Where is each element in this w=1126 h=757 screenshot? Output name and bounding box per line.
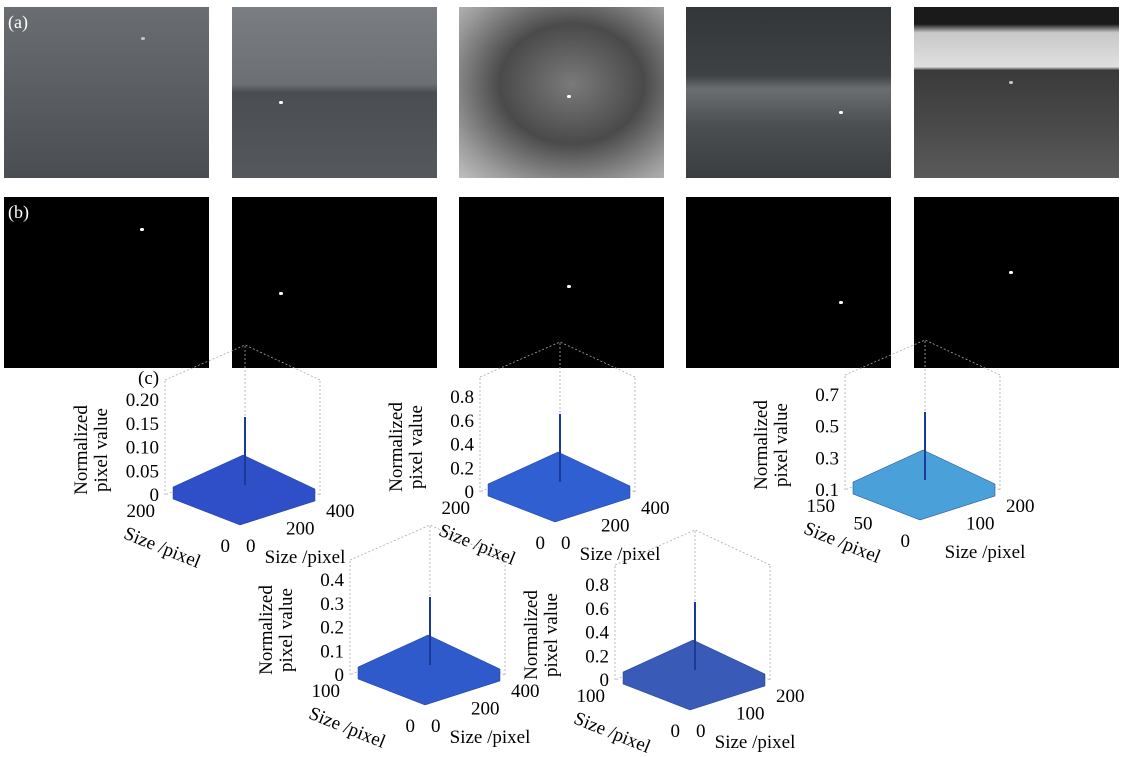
left-tick-label: 0 [221, 536, 231, 557]
z-axis-label: Normalized [386, 402, 407, 492]
z-tick-label: 0.4 [450, 435, 474, 456]
z-tick-label: 0.05 [126, 461, 159, 482]
right-tick-label: 400 [326, 501, 355, 522]
right-tick-label: 0 [246, 536, 256, 557]
left-tick-label: 100 [312, 681, 341, 702]
left-tick-label: 200 [127, 501, 156, 522]
z-axis-label: pixel value [406, 405, 427, 489]
page: (a) (b) (c) 00.050.100.150.20Normalizedp… [0, 0, 1126, 757]
right-tick-label: 400 [641, 498, 670, 519]
z-axis-label: pixel value [91, 408, 112, 492]
left-tick-label: 0 [671, 721, 681, 742]
z-tick-label: 0.15 [126, 414, 159, 435]
left-tick-label: 0 [901, 531, 911, 552]
left-axis-label: Size /pixel [571, 708, 654, 757]
left-axis-label: Size /pixel [436, 520, 519, 570]
left-axis-label: Size /pixel [306, 703, 389, 753]
right-axis-label: Size /pixel [945, 542, 1026, 563]
right-tick-label: 0 [561, 533, 571, 554]
right-tick-label: 400 [511, 681, 540, 702]
z-tick-label: 0.20 [126, 390, 159, 411]
right-tick-label: 0 [696, 721, 706, 742]
right-tick-label: 200 [471, 699, 500, 720]
z-tick-label: 0.5 [815, 417, 839, 438]
right-tick-label: 100 [966, 514, 995, 535]
right-axis-label: Size /pixel [715, 732, 796, 753]
right-tick-label: 0 [431, 716, 441, 737]
z-tick-label: 0.2 [585, 646, 609, 667]
box-edge [165, 345, 320, 380]
panel-label: (c) [138, 368, 159, 389]
z-tick-label: 0.4 [320, 570, 344, 591]
right-axis-label: Size /pixel [265, 547, 346, 568]
z-tick-label: 0.7 [815, 385, 839, 406]
z-tick-label: 0.4 [585, 623, 609, 644]
z-tick-label: 0.6 [450, 411, 474, 432]
z-tick-label: 0.2 [320, 618, 344, 639]
left-tick-label: 0 [536, 533, 546, 554]
left-tick-label: 0 [406, 716, 416, 737]
z-tick-label: 0.3 [320, 594, 344, 615]
right-axis-label: Size /pixel [580, 544, 661, 565]
z-axis-label: pixel value [276, 588, 297, 672]
right-axis-label: Size /pixel [450, 727, 531, 748]
left-tick-label: 100 [577, 686, 606, 707]
box-edge [845, 340, 1000, 375]
left-tick-label: 150 [807, 496, 836, 517]
z-axis-label: pixel value [541, 593, 562, 677]
z-tick-label: 0.8 [585, 575, 609, 596]
right-tick-label: 200 [776, 686, 805, 707]
z-tick-label: 0.6 [585, 599, 609, 620]
z-tick-label: 0.10 [126, 438, 159, 459]
left-tick-label: 200 [442, 498, 471, 519]
z-axis-label: pixel value [771, 403, 792, 487]
z-tick-label: 0.3 [815, 448, 839, 469]
right-tick-label: 200 [1006, 496, 1035, 517]
box-edge [480, 342, 635, 377]
right-tick-label: 200 [601, 516, 630, 537]
left-axis-label: Size /pixel [121, 523, 204, 573]
z-axis-label: Normalized [256, 585, 277, 675]
z-axis-label: Normalized [751, 400, 772, 490]
z-axis-label: Normalized [71, 405, 92, 495]
z-axis-label: Normalized [521, 590, 542, 680]
z-tick-label: 0.2 [450, 458, 474, 479]
z-tick-label: 0.8 [450, 387, 474, 408]
left-tick-label: 50 [854, 514, 873, 535]
right-tick-label: 100 [736, 704, 765, 725]
plots: (c) 00.050.100.150.20Normalizedpixel val… [0, 0, 1126, 757]
z-tick-label: 0.1 [320, 641, 344, 662]
right-tick-label: 200 [286, 519, 315, 540]
